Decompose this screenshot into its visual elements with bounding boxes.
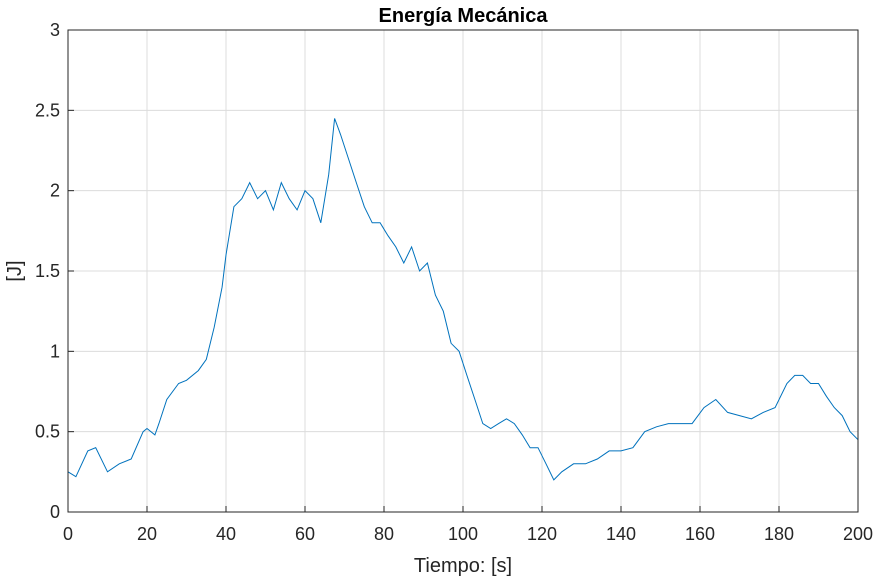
y-tick-labels: 0 0.5 1 1.5 2 2.5 3 [35,20,60,522]
x-tick-label: 80 [374,524,394,544]
y-tick-label: 0 [50,502,60,522]
y-axis-label: [J] [4,260,26,281]
x-tick-label: 200 [843,524,873,544]
x-tick-label: 60 [295,524,315,544]
x-tick-label: 0 [63,524,73,544]
y-tick-label: 3 [50,20,60,40]
x-tick-label: 180 [764,524,794,544]
x-tick-label: 20 [137,524,157,544]
x-tick-label: 140 [606,524,636,544]
y-tick-label: 1 [50,341,60,361]
x-tick-label: 40 [216,524,236,544]
x-tick-label: 100 [448,524,478,544]
x-tick-label: 160 [685,524,715,544]
x-tick-labels: 0 20 40 60 80 100 120 140 160 180 200 [63,524,873,544]
y-tick-label: 1.5 [35,261,60,281]
y-tick-label: 2.5 [35,100,60,120]
x-axis-label: Tiempo: [s] [414,555,512,577]
y-tick-label: 2 [50,181,60,201]
series-line-energia [67,118,859,481]
y-tick-label: 0.5 [35,422,60,442]
x-tick-label: 120 [527,524,557,544]
plot-frame [67,29,859,513]
grid-lines [67,29,859,513]
chart-title: Energía Mecánica [379,5,549,27]
